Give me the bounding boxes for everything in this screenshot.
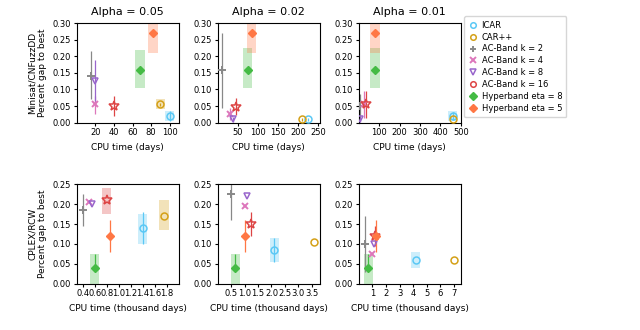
- Bar: [135, 50, 145, 88]
- Title: Alpha = 0.05: Alpha = 0.05: [92, 7, 164, 17]
- Bar: [269, 238, 279, 262]
- Bar: [165, 111, 174, 121]
- Title: Alpha = 0.01: Alpha = 0.01: [373, 7, 446, 17]
- X-axis label: CPU time (thousand days): CPU time (thousand days): [69, 304, 187, 313]
- Bar: [90, 254, 99, 284]
- Bar: [243, 48, 252, 88]
- X-axis label: CPU time (days): CPU time (days): [92, 143, 164, 152]
- Bar: [412, 252, 420, 268]
- X-axis label: CPU time (days): CPU time (days): [373, 143, 446, 152]
- Bar: [159, 200, 168, 230]
- Bar: [156, 99, 165, 109]
- Bar: [364, 254, 372, 284]
- X-axis label: CPU time (thousand days): CPU time (thousand days): [351, 304, 468, 313]
- X-axis label: CPU time (thousand days): CPU time (thousand days): [210, 304, 328, 313]
- Bar: [230, 254, 240, 284]
- Bar: [371, 23, 380, 53]
- Y-axis label: CPLEX/RCW
Percent gap to best: CPLEX/RCW Percent gap to best: [28, 190, 47, 278]
- Legend: ICAR, CAR++, AC-Band k = 2, AC-Band k = 4, AC-Band k = 8, AC-Band k = 16, Hyperb: ICAR, CAR++, AC-Band k = 2, AC-Band k = …: [464, 16, 566, 117]
- Y-axis label: Minisat/CNFuzzDD
Percent gap to best: Minisat/CNFuzzDD Percent gap to best: [28, 29, 47, 117]
- Bar: [138, 214, 147, 244]
- Bar: [102, 188, 111, 214]
- Bar: [148, 23, 157, 53]
- Title: Alpha = 0.02: Alpha = 0.02: [232, 7, 305, 17]
- Bar: [448, 111, 457, 121]
- Bar: [247, 23, 257, 53]
- Bar: [371, 48, 380, 88]
- X-axis label: CPU time (days): CPU time (days): [232, 143, 305, 152]
